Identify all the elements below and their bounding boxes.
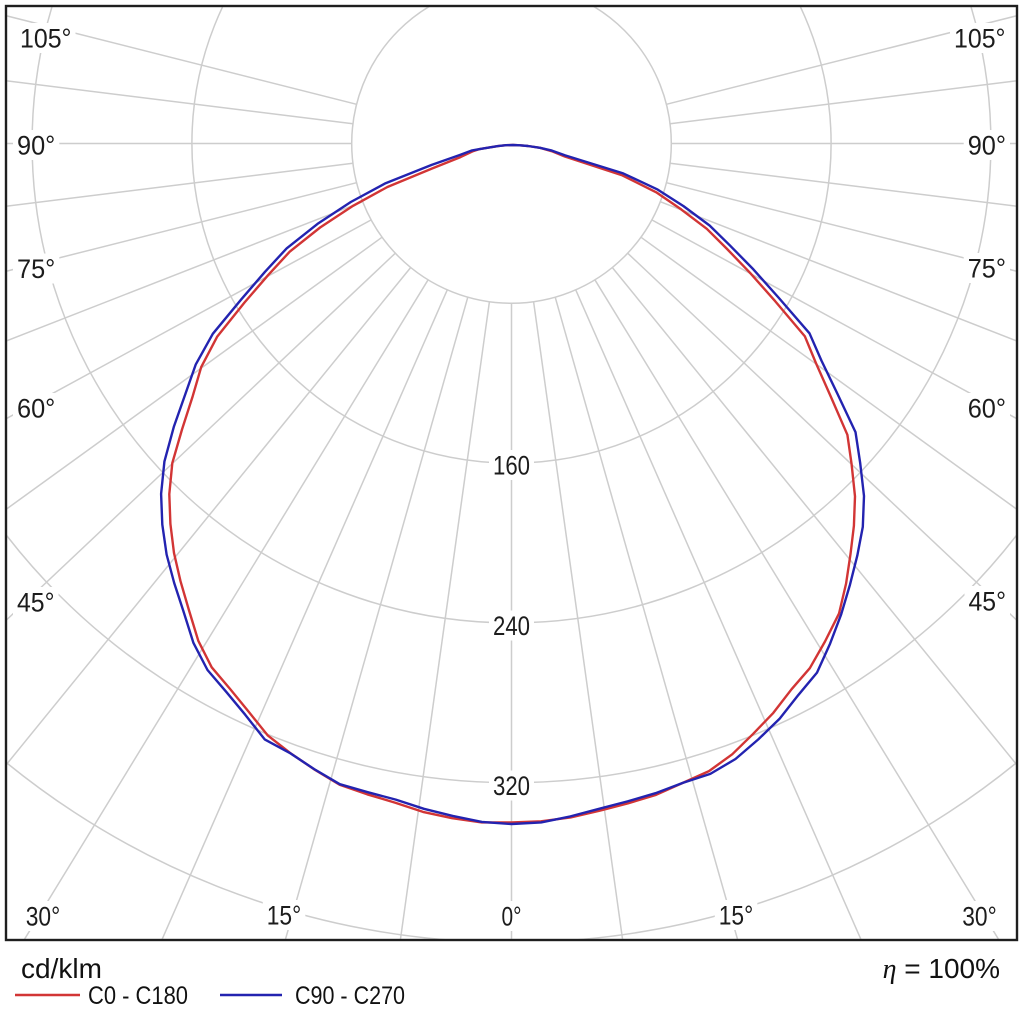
svg-text:cd/klm: cd/klm bbox=[21, 953, 102, 984]
svg-text:C90 - C270: C90 - C270 bbox=[295, 982, 405, 1010]
svg-text:45°: 45° bbox=[17, 587, 55, 617]
svg-text:90°: 90° bbox=[968, 130, 1006, 160]
svg-text:η = 100%: η = 100% bbox=[883, 953, 1000, 985]
svg-text:320: 320 bbox=[493, 771, 530, 801]
svg-text:90°: 90° bbox=[17, 130, 55, 160]
svg-text:30°: 30° bbox=[26, 901, 61, 931]
svg-text:60°: 60° bbox=[17, 393, 55, 423]
svg-text:160: 160 bbox=[493, 450, 530, 480]
svg-text:15°: 15° bbox=[719, 900, 754, 930]
svg-text:75°: 75° bbox=[17, 254, 55, 284]
svg-text:75°: 75° bbox=[968, 253, 1006, 283]
svg-text:105°: 105° bbox=[954, 23, 1006, 53]
svg-text:30°: 30° bbox=[962, 901, 997, 931]
svg-text:15°: 15° bbox=[267, 900, 302, 930]
svg-text:240: 240 bbox=[493, 611, 530, 641]
svg-text:45°: 45° bbox=[969, 586, 1007, 616]
svg-text:105°: 105° bbox=[20, 23, 72, 53]
svg-text:C0 - C180: C0 - C180 bbox=[88, 982, 188, 1010]
svg-text:0°: 0° bbox=[502, 901, 522, 931]
svg-text:60°: 60° bbox=[968, 393, 1006, 423]
